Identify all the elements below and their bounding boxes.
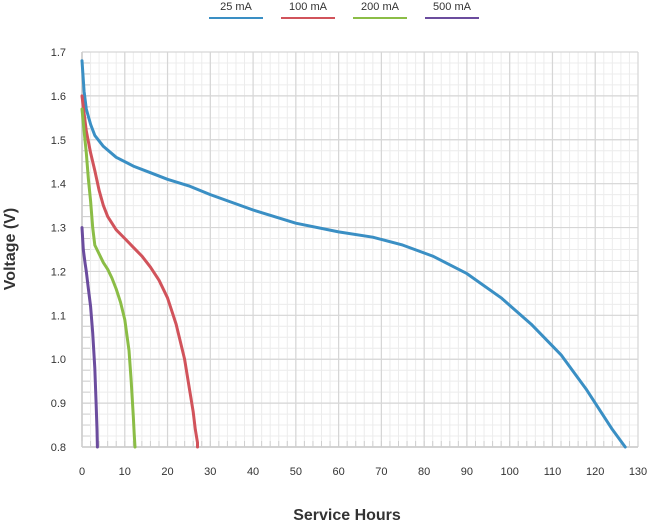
y-tick-label: 0.8	[51, 442, 66, 454]
x-tick-label: 0	[79, 466, 85, 478]
x-tick-label: 30	[204, 466, 216, 478]
x-tick-label: 10	[119, 466, 131, 478]
series-line-200-ma	[80, 107, 137, 449]
x-tick-label: 50	[290, 466, 302, 478]
x-tick-label: 120	[586, 466, 604, 478]
y-tick-label: 1.3	[51, 223, 66, 235]
y-tick-label: 1.2	[51, 266, 66, 278]
y-axis-title: Voltage (V)	[2, 208, 19, 290]
x-tick-label: 130	[629, 466, 647, 478]
legend-label: 100 mA	[289, 1, 328, 13]
x-tick-label: 110	[544, 466, 562, 478]
series-lines	[80, 59, 627, 449]
y-tick-label: 1.1	[51, 310, 66, 322]
y-tick-label: 1.0	[51, 354, 66, 366]
grid	[81, 51, 639, 448]
series-line-25-ma	[80, 59, 627, 449]
x-tick-label: 70	[375, 466, 387, 478]
legend-label: 25 mA	[220, 1, 252, 13]
x-tick-label: 90	[461, 466, 473, 478]
x-tick-label: 60	[332, 466, 344, 478]
y-tick-label: 1.7	[51, 47, 66, 59]
legend: 25 mA 100 mA 200 mA 500 mA	[209, 1, 479, 19]
y-tick-label: 0.9	[51, 398, 66, 410]
x-tick-label: 80	[418, 466, 430, 478]
x-tick-label: 40	[247, 466, 259, 478]
legend-label: 500 mA	[433, 1, 472, 13]
x-tick-label: 20	[161, 466, 173, 478]
x-axis-title: Service Hours	[293, 507, 401, 521]
x-tick-label: 100	[501, 466, 519, 478]
legend-label: 200 mA	[361, 1, 400, 13]
series-line-500-ma	[80, 226, 99, 449]
y-tick-label: 1.4	[51, 179, 66, 191]
y-tick-label: 1.5	[51, 135, 66, 147]
series-line-100-ma	[80, 94, 199, 449]
y-tick-label: 1.6	[51, 91, 66, 103]
